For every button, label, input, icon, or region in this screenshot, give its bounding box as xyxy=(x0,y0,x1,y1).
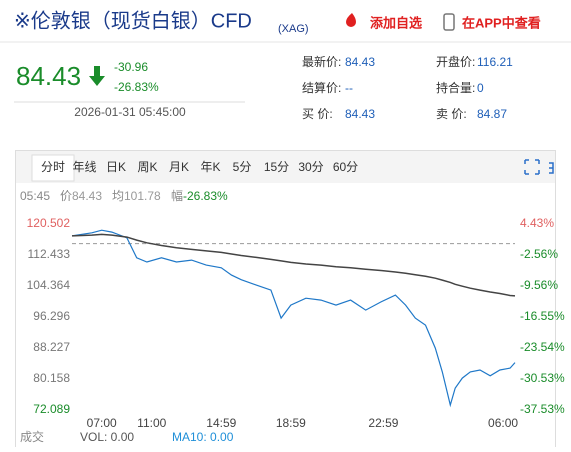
tab[interactable]: 年K xyxy=(200,160,220,174)
field-value: 84.43 xyxy=(345,107,375,121)
x-tick-label: 06:00 xyxy=(488,416,518,430)
y-tick-label: 104.364 xyxy=(27,278,71,292)
time: 2026-01-31 05:45:00 xyxy=(74,105,186,119)
footer: 成交 xyxy=(20,429,44,444)
y2-tick-label: -23.54% xyxy=(520,340,565,354)
change-pct: -26.83% xyxy=(114,80,159,94)
tab[interactable]: 30分 xyxy=(298,160,323,174)
series-line xyxy=(71,233,516,297)
y-tick-label: 120.502 xyxy=(27,216,71,230)
x-tick-label: 11:00 xyxy=(137,416,166,430)
phone-icon xyxy=(443,13,455,31)
field-label: 结算价: xyxy=(302,80,341,95)
tab[interactable]: 周K xyxy=(137,160,157,174)
tab[interactable]: 年线 xyxy=(72,160,96,174)
add-favorite[interactable]: 添加自选 xyxy=(370,15,422,30)
y2-tick-label: -16.55% xyxy=(520,309,565,323)
field-value: 0 xyxy=(477,81,484,95)
tab[interactable]: 分时 xyxy=(41,160,65,174)
x-tick-label: 14:59 xyxy=(206,416,236,430)
down-arrow xyxy=(89,66,105,86)
open-app[interactable]: 在APP中查看 xyxy=(462,15,541,30)
tool-icons xyxy=(524,159,554,175)
y2-tick-label: -30.53% xyxy=(520,371,565,385)
y2-tick-label: -9.56% xyxy=(520,278,558,292)
footer: MA10: 0.00 xyxy=(172,430,234,444)
y-tick-label: 72.089 xyxy=(33,402,70,416)
series-line xyxy=(71,229,516,408)
info: 101.78 xyxy=(124,189,161,203)
field-value: -- xyxy=(345,81,353,95)
info: 05:45 xyxy=(20,189,50,203)
field-label: 卖 价: xyxy=(436,107,467,121)
y-tick-label: 88.227 xyxy=(33,340,70,354)
field-value: 84.43 xyxy=(345,55,375,69)
x-tick-label: 18:59 xyxy=(276,416,306,430)
y-tick-label: 112.433 xyxy=(28,247,71,261)
info: 幅 xyxy=(171,188,183,203)
tab[interactable]: 15分 xyxy=(264,160,289,174)
tab[interactable]: 5分 xyxy=(233,160,252,174)
tab-selected xyxy=(31,154,75,182)
footer: VOL: 0.00 xyxy=(80,430,134,444)
y-tick-label: 96.296 xyxy=(33,309,70,323)
y2-tick-label: 4.43% xyxy=(520,216,554,230)
title: ※伦敦银（现货白银）CFD xyxy=(14,9,252,32)
info: 84.43 xyxy=(72,189,102,203)
price: 84.43 xyxy=(16,61,81,91)
x-tick-label: 07:00 xyxy=(87,416,117,430)
field-label: 买 价: xyxy=(302,107,333,121)
info: -26.83% xyxy=(183,189,228,203)
y2-tick-label: -2.56% xyxy=(520,247,558,261)
code: (XAG) xyxy=(278,23,309,35)
info: 均 xyxy=(112,189,124,203)
tab-bar xyxy=(16,151,555,183)
change: -30.96 xyxy=(114,60,148,74)
field-label: 持合量: xyxy=(436,80,475,95)
field-value: 116.21 xyxy=(477,55,513,69)
field-label: 开盘价: xyxy=(436,54,475,69)
info: 价 xyxy=(60,189,72,203)
fire-icon xyxy=(346,13,356,27)
y2-tick-label: -37.53% xyxy=(520,402,565,416)
x-tick-label: 22:59 xyxy=(368,416,398,430)
field-label: 最新价: xyxy=(302,54,341,69)
tab[interactable]: 月K xyxy=(169,160,189,174)
y-tick-label: 80.158 xyxy=(33,371,70,385)
field-value: 84.87 xyxy=(477,107,507,121)
tab[interactable]: 日K xyxy=(106,160,126,174)
tab[interactable]: 60分 xyxy=(333,160,358,174)
